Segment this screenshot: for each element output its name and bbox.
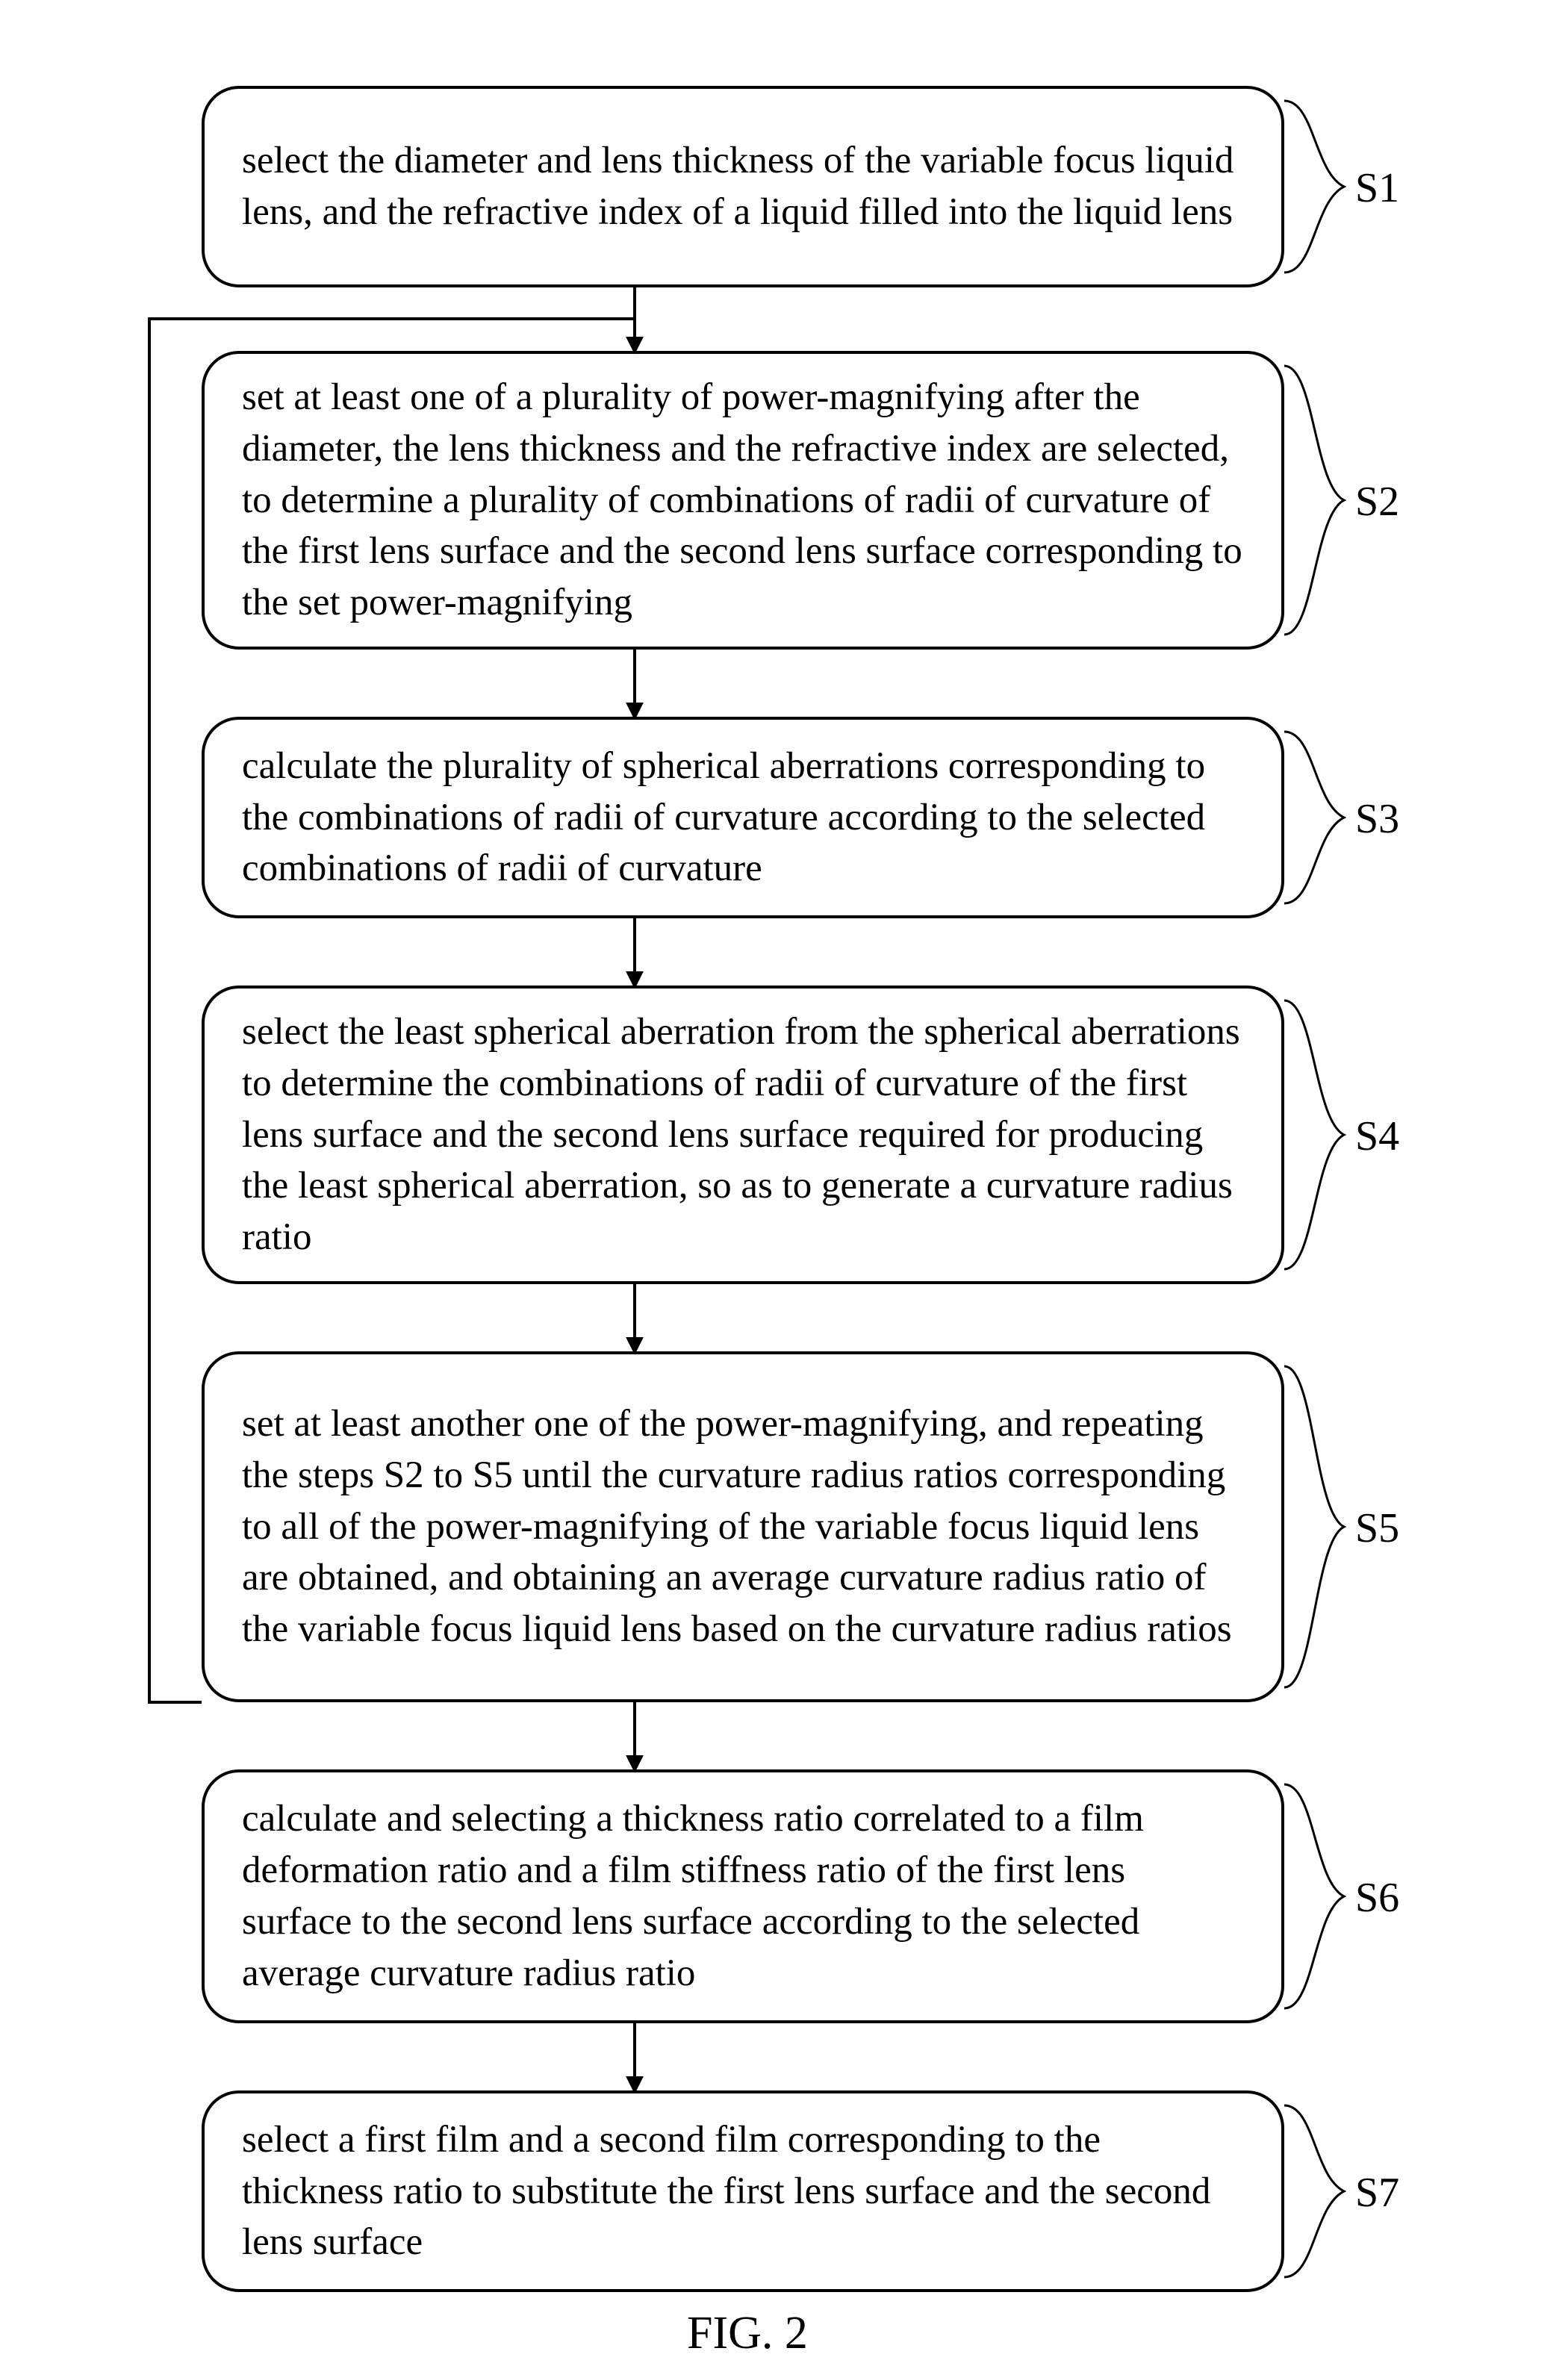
flow-node-s7-text: select a first film and a second film co… — [242, 2114, 1244, 2269]
flow-node-s2-text: set at least one of a plurality of power… — [242, 372, 1244, 629]
flow-node-s1: select the diameter and lens thickness o… — [202, 86, 1284, 287]
flow-node-s2: set at least one of a plurality of power… — [202, 351, 1284, 650]
flow-node-s3-text: calculate the plurality of spherical abe… — [242, 741, 1244, 895]
flow-node-s3: calculate the plurality of spherical abe… — [202, 717, 1284, 918]
step-label-s2: S2 — [1355, 478, 1399, 526]
flow-node-s6: calculate and selecting a thickness rati… — [202, 1769, 1284, 2023]
step-label-s3: S3 — [1355, 795, 1399, 843]
step-label-s5: S5 — [1355, 1504, 1399, 1552]
flow-node-s5: set at least another one of the power-ma… — [202, 1351, 1284, 1702]
flow-node-s1-text: select the diameter and lens thickness o… — [242, 135, 1244, 238]
step-label-s4: S4 — [1355, 1112, 1399, 1160]
flow-node-s7: select a first film and a second film co… — [202, 2090, 1284, 2292]
flow-node-s4: select the least spherical aberration fr… — [202, 986, 1284, 1284]
flow-node-s6-text: calculate and selecting a thickness rati… — [242, 1793, 1244, 1999]
step-label-s1: S1 — [1355, 164, 1399, 212]
step-label-s7: S7 — [1355, 2169, 1399, 2217]
flow-node-s4-text: select the least spherical aberration fr… — [242, 1006, 1244, 1263]
flow-node-s5-text: set at least another one of the power-ma… — [242, 1398, 1244, 1655]
figure-caption: FIG. 2 — [687, 2307, 808, 2360]
flowchart-page: select the diameter and lens thickness o… — [0, 0, 1568, 2333]
step-label-s6: S6 — [1355, 1874, 1399, 1922]
